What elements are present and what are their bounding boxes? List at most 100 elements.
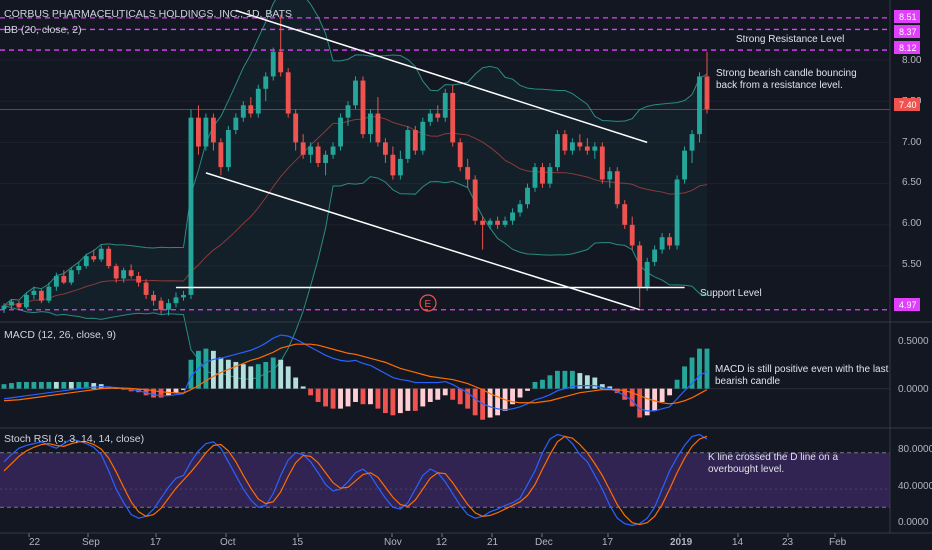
macd-histogram-bar (562, 370, 568, 389)
macd-histogram-bar (465, 388, 471, 409)
candle-down (278, 51, 284, 73)
candle-up (674, 179, 680, 246)
candle-up (554, 134, 560, 168)
candle-down (151, 294, 157, 301)
x-tick-label: 17 (150, 537, 162, 548)
x-tick-label: 23 (782, 537, 794, 548)
macd-histogram-bar (61, 381, 67, 389)
macd-histogram-bar (592, 377, 598, 389)
candle-up (240, 105, 246, 118)
candle-down (375, 113, 381, 143)
x-tick-label: 22 (29, 537, 41, 548)
candle-up (405, 130, 411, 159)
candle-up (203, 117, 209, 147)
macd-histogram-bar (629, 388, 635, 407)
macd-panel[interactable] (0, 334, 890, 420)
macd-histogram-bar (151, 388, 157, 398)
macd-histogram-bar (158, 388, 164, 398)
candle-up (121, 270, 127, 279)
macd-histogram-bar (569, 370, 575, 389)
macd-histogram-bar (285, 366, 291, 389)
macd-histogram-bar (76, 381, 82, 389)
x-tick-label: 2019 (670, 537, 693, 548)
macd-histogram-bar (450, 388, 456, 400)
svg-text:E: E (425, 299, 432, 310)
macd-histogram-bar (308, 388, 314, 396)
macd-histogram-bar (9, 383, 14, 389)
candle-up (68, 270, 74, 283)
candle-up (233, 117, 239, 131)
stoch-annotation-line1: K line crossed the D line on a (708, 452, 839, 463)
candle-up (427, 113, 433, 122)
macd-histogram-bar (368, 388, 373, 405)
symbol-legend[interactable]: CORBUS PHARMACEUTICALS HOLDINGS, INC., 1… (4, 8, 292, 20)
macd-histogram-bar (420, 388, 426, 407)
macd-histogram-bar (196, 350, 201, 389)
candle-up (173, 297, 179, 304)
macd-histogram-bar (278, 359, 284, 389)
candle-down (577, 142, 583, 147)
candle-up (659, 237, 665, 250)
macd-histogram-bar (24, 381, 29, 389)
x-tick-label: Oct (220, 537, 236, 548)
svg-text:8.51: 8.51 (899, 12, 917, 22)
price-panel[interactable] (0, 0, 890, 380)
stoch-tick-label: 80.0000 (898, 444, 932, 455)
candle-up (263, 76, 269, 89)
candle-up (188, 117, 194, 295)
macd-histogram-bar (614, 388, 620, 394)
macd-histogram-bar (472, 388, 478, 416)
candle-down (106, 248, 112, 267)
macd-histogram-bar (442, 388, 448, 396)
macd-histogram-bar (390, 388, 396, 416)
macd-histogram-bar (599, 384, 605, 389)
candle-up (255, 88, 261, 114)
candle-up (345, 105, 351, 118)
macd-tick-label: 0.5000 (898, 336, 929, 347)
bb-basis-line (3, 115, 708, 307)
bb-upper-band (3, 0, 708, 307)
svg-text:4.97: 4.97 (899, 300, 917, 310)
macd-histogram-bar (210, 350, 216, 389)
candle-down (16, 303, 22, 308)
macd-histogram-bar (38, 381, 44, 389)
candle-down (382, 142, 388, 155)
support-tag: 4.97 (894, 298, 920, 311)
macd-histogram-bar (667, 388, 673, 396)
macd-histogram-bar (412, 388, 418, 411)
stoch-rsi-panel[interactable] (0, 433, 890, 527)
price-tick-label: 5.50 (902, 259, 922, 270)
macd-legend[interactable]: MACD (12, 26, close, 9) (4, 329, 116, 341)
macd-histogram-bar (622, 388, 628, 400)
macd-histogram-bar (68, 381, 74, 389)
candle-up (510, 212, 515, 221)
candle-up (532, 167, 538, 188)
candle-up (607, 171, 613, 180)
x-tick-label: 14 (732, 537, 744, 548)
candle-down (629, 224, 635, 246)
svg-text:8.12: 8.12 (899, 43, 917, 53)
bb-fill (4, 0, 707, 380)
stoch-tick-label: 40.0000 (898, 481, 932, 492)
x-tick-label: Sep (82, 537, 100, 548)
candle-up (225, 130, 231, 168)
candle-down (435, 113, 441, 118)
bb-legend[interactable]: BB (20, close, 2) (4, 24, 82, 36)
macd-histogram-bar (682, 366, 687, 389)
stoch-legend[interactable]: Stoch RSI (3, 3, 14, 14, close) (4, 433, 144, 445)
earnings-marker[interactable]: E (419, 294, 437, 312)
candle-down (562, 134, 568, 151)
candle-down (210, 117, 216, 143)
stoch-k-line (3, 433, 708, 527)
candle-up (652, 249, 658, 262)
candle-down (584, 146, 590, 151)
candle-up (487, 220, 493, 225)
candle-up (338, 117, 343, 147)
bb-lower-band (3, 176, 708, 380)
macd-histogram-bar (1, 384, 7, 389)
time-axis[interactable] (28, 533, 836, 537)
macd-histogram-bar (659, 388, 665, 402)
macd-histogram-bar (584, 375, 590, 389)
macd-histogram-bar (704, 348, 710, 389)
